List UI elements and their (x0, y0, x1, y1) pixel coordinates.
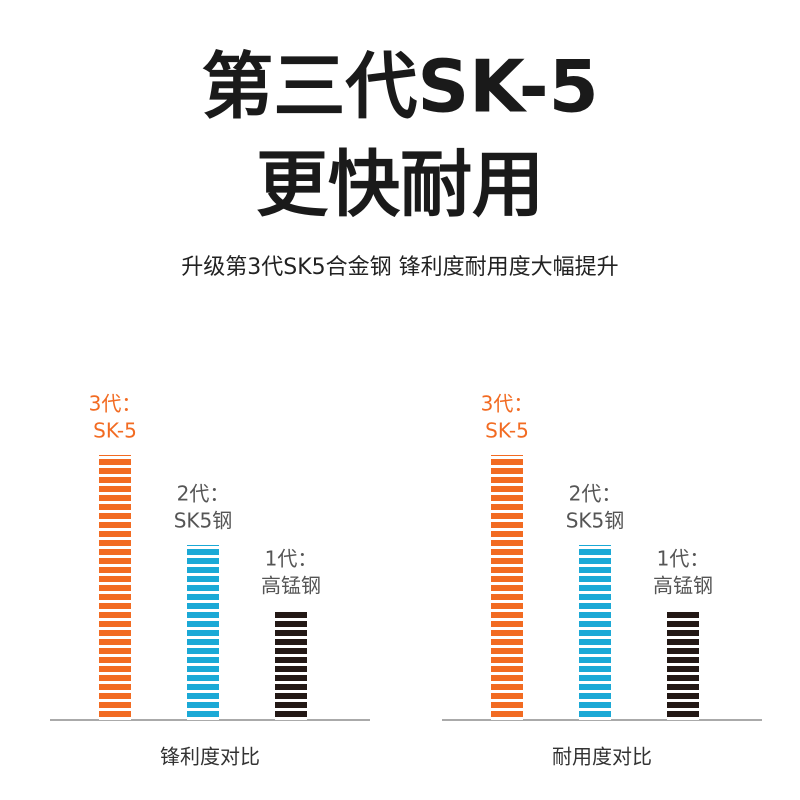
bar-label: SK5钢 (174, 509, 233, 533)
bar-label: 3代： (481, 392, 534, 416)
bar (187, 545, 219, 720)
bar-label: 高锰钢 (653, 574, 713, 598)
bar-label: 1代： (265, 547, 318, 571)
bar-label: 1代： (657, 547, 710, 571)
title-line: 更快耐用 (256, 143, 544, 227)
bar (579, 545, 611, 720)
x-axis-label: 锋利度对比 (160, 745, 260, 769)
bar (99, 455, 131, 720)
x-axis-label: 耐用度对比 (552, 745, 652, 769)
subtitle: 升级第3代SK5合金钢 锋利度耐用度大幅提升 (181, 255, 618, 280)
title-line: 第三代SK-5 (201, 45, 598, 129)
bar-label: SK-5 (93, 419, 137, 443)
bar-label: SK-5 (485, 419, 529, 443)
bar-label: 3代： (89, 392, 142, 416)
bar-label: SK5钢 (566, 509, 625, 533)
bar (491, 455, 523, 720)
bar (275, 610, 307, 720)
bar-label: 高锰钢 (261, 574, 321, 598)
bar (667, 610, 699, 720)
bar-label: 2代： (569, 482, 622, 506)
bar-label: 2代： (177, 482, 230, 506)
